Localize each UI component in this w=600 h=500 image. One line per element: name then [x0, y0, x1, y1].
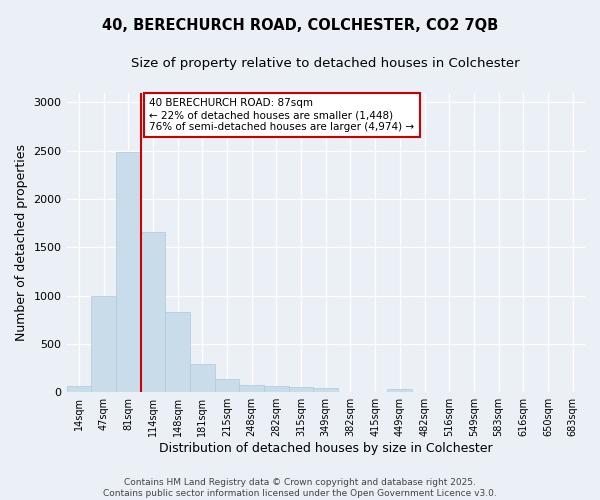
Bar: [289, 387, 313, 392]
Bar: [388, 390, 412, 392]
Text: 40, BERECHURCH ROAD, COLCHESTER, CO2 7QB: 40, BERECHURCH ROAD, COLCHESTER, CO2 7QB: [102, 18, 498, 32]
Title: Size of property relative to detached houses in Colchester: Size of property relative to detached ho…: [131, 58, 520, 70]
Bar: [116, 152, 140, 392]
Bar: [239, 386, 264, 392]
Bar: [91, 296, 116, 392]
X-axis label: Distribution of detached houses by size in Colchester: Distribution of detached houses by size …: [159, 442, 493, 455]
Bar: [190, 364, 215, 392]
Bar: [140, 232, 165, 392]
Text: Contains HM Land Registry data © Crown copyright and database right 2025.
Contai: Contains HM Land Registry data © Crown c…: [103, 478, 497, 498]
Bar: [264, 386, 289, 392]
Bar: [165, 312, 190, 392]
Y-axis label: Number of detached properties: Number of detached properties: [15, 144, 28, 341]
Bar: [215, 378, 239, 392]
Bar: [313, 388, 338, 392]
Bar: [67, 386, 91, 392]
Text: 40 BERECHURCH ROAD: 87sqm
← 22% of detached houses are smaller (1,448)
76% of se: 40 BERECHURCH ROAD: 87sqm ← 22% of detac…: [149, 98, 415, 132]
